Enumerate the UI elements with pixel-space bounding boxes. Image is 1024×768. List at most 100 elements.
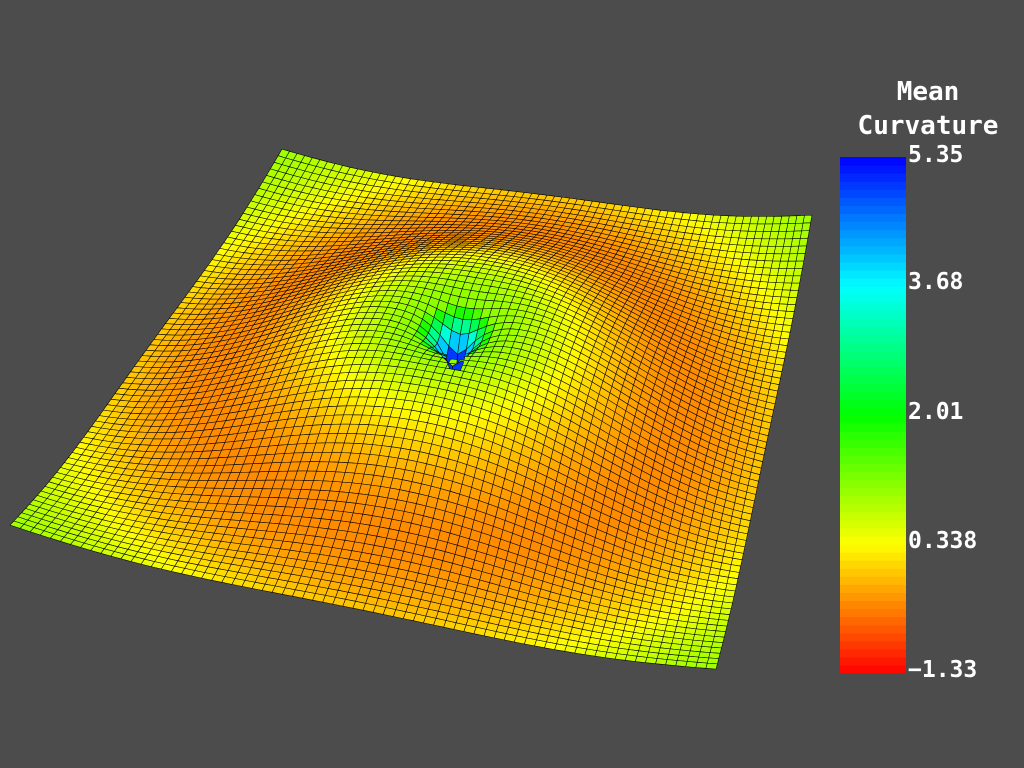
mesh-cell <box>780 253 790 262</box>
mesh-cell <box>594 650 608 658</box>
colorbar-tick-max: 5.35 <box>908 142 964 168</box>
colorbar-band <box>840 374 906 384</box>
colorbar-band <box>840 326 906 335</box>
colorbar-band <box>840 511 906 521</box>
colorbar-title-line1: Mean <box>896 77 960 107</box>
colorbar-band <box>840 576 906 585</box>
colorbar-band <box>840 342 906 352</box>
colorbar-band <box>840 439 906 448</box>
colorbar-band <box>840 616 906 626</box>
colorbar-band <box>840 664 906 673</box>
colorbar-band <box>840 189 906 198</box>
colorbar-band <box>840 503 906 513</box>
colorbar-tick-4: 0.338 <box>908 528 978 554</box>
mesh-cell <box>790 282 800 291</box>
colorbar-band <box>840 624 906 634</box>
colorbar-band <box>840 560 906 569</box>
mesh-cell <box>714 630 726 638</box>
colorbar-band <box>840 471 906 481</box>
mesh-cell <box>781 324 792 333</box>
colorbar-band <box>840 269 906 279</box>
colorbar-band <box>840 261 906 271</box>
colorbar-band <box>840 197 906 206</box>
colorbar-band <box>840 205 906 215</box>
mesh-cell <box>635 655 648 663</box>
mesh-cell <box>702 635 715 643</box>
mesh-cell <box>787 297 798 305</box>
colorbar-band <box>840 640 906 650</box>
colorbar-band <box>840 350 906 360</box>
colorbar-band <box>840 173 906 182</box>
mesh-cell <box>645 657 658 664</box>
colorbar-band <box>840 431 906 440</box>
colorbar-band <box>840 552 906 561</box>
mesh-cell <box>665 659 678 666</box>
mesh-cell <box>715 624 728 632</box>
colorbar-band <box>840 286 906 295</box>
mesh-cell <box>786 260 797 269</box>
mesh-cell <box>757 216 767 225</box>
colorbar-band <box>840 334 906 344</box>
colorbar-band <box>840 568 906 577</box>
colorbar-band <box>840 310 906 319</box>
colorbar-band <box>840 382 906 392</box>
colorbar-band <box>840 487 906 497</box>
mesh-cell <box>614 653 628 661</box>
colorbar-band <box>840 415 906 424</box>
mesh-cell <box>780 331 791 340</box>
colorbar-band <box>840 479 906 489</box>
colorbar-band <box>840 366 906 376</box>
colorbar-band <box>840 544 906 553</box>
colorbar-band <box>840 519 906 529</box>
colorbar-tick-2: 3.68 <box>908 269 964 295</box>
mesh-cell <box>604 651 618 660</box>
colorbar-band <box>840 245 906 255</box>
colorbar-band <box>840 406 906 416</box>
mesh-cell <box>584 648 598 657</box>
colorbar-band <box>840 318 906 327</box>
mesh-cell <box>791 275 802 284</box>
colorbar-band <box>840 253 906 263</box>
colorbar-band <box>840 181 906 190</box>
mesh-cell <box>695 662 708 669</box>
mesh-cell <box>784 310 795 319</box>
mesh-cell <box>705 662 718 670</box>
colorbar-band <box>840 527 906 537</box>
mesh-cell <box>709 646 722 654</box>
mesh-cell <box>773 246 784 255</box>
mesh-cell <box>624 654 638 662</box>
mesh-cell <box>675 660 688 667</box>
colorbar-band <box>840 423 906 432</box>
colorbar-band <box>840 277 906 287</box>
colorbar-band <box>840 495 906 505</box>
mesh-cell <box>763 223 773 232</box>
colorbar-tick-min: −1.33 <box>908 657 978 683</box>
colorbar-scale <box>840 157 906 673</box>
mesh-cell <box>655 658 668 665</box>
colorbar-band <box>840 294 906 303</box>
colorbar-band <box>840 157 906 166</box>
mesh-cell <box>792 268 803 277</box>
mesh-cell <box>788 289 799 298</box>
mesh-cell <box>685 661 698 668</box>
colorbar-band <box>840 648 906 658</box>
colorbar-band <box>840 656 906 666</box>
colorbar-band <box>840 535 906 545</box>
colorbar-band <box>840 600 906 610</box>
colorbar-band <box>840 390 906 400</box>
colorbar-band <box>840 358 906 368</box>
colorbar-band <box>840 398 906 408</box>
colorbar-band <box>840 592 906 602</box>
mesh-cell <box>785 304 796 312</box>
colorbar-band <box>840 455 906 464</box>
colorbar-band <box>840 237 906 247</box>
mesh-cell <box>775 238 786 247</box>
colorbar-title-line2: Curvature <box>857 111 999 141</box>
colorbar-band <box>840 584 906 593</box>
colorbar-band <box>840 463 906 473</box>
colorbar-tick-3: 2.01 <box>908 399 964 425</box>
mesh-cell <box>708 652 721 659</box>
colorbar-band <box>840 165 906 174</box>
